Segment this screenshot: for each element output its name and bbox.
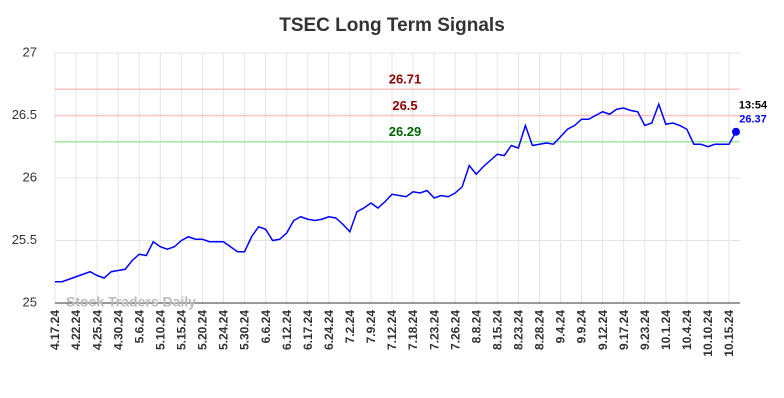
x-tick-label: 6.12.24 bbox=[280, 310, 294, 350]
x-tick-label: 9.4.24 bbox=[554, 310, 568, 344]
x-tick-label: 5.20.24 bbox=[196, 310, 210, 350]
x-tick-label: 8.23.24 bbox=[512, 310, 526, 350]
x-tick-label: 9.17.24 bbox=[617, 310, 631, 350]
x-tick-label: 8.28.24 bbox=[533, 310, 547, 350]
last-time: 13:54 bbox=[739, 100, 768, 112]
x-tick-label: 8.8.24 bbox=[469, 310, 483, 344]
x-tick-label: 5.30.24 bbox=[238, 310, 252, 350]
signal-label: 26.5 bbox=[392, 98, 417, 113]
x-tick-label: 10.1.24 bbox=[659, 310, 673, 350]
watermark: Stock Traders Daily bbox=[66, 294, 196, 310]
x-tick-label: 6.24.24 bbox=[322, 310, 336, 350]
last-value: 26.37 bbox=[739, 114, 767, 126]
x-tick-label: 10.10.24 bbox=[701, 310, 715, 357]
x-tick-label: 10.4.24 bbox=[680, 310, 694, 350]
x-tick-label: 7.26.24 bbox=[448, 310, 462, 350]
x-tick-label: 4.30.24 bbox=[111, 310, 125, 350]
x-tick-label: 8.15.24 bbox=[490, 310, 504, 350]
x-tick-label: 9.12.24 bbox=[596, 310, 610, 350]
x-tick-label: 5.24.24 bbox=[217, 310, 231, 350]
x-tick-label: 5.10.24 bbox=[153, 310, 167, 350]
x-tick-label: 4.22.24 bbox=[69, 310, 83, 350]
y-tick-label: 27 bbox=[23, 44, 37, 59]
y-tick-label: 25.5 bbox=[12, 232, 37, 247]
y-tick-label: 26 bbox=[23, 169, 37, 184]
chart-title: TSEC Long Term Signals bbox=[279, 15, 505, 36]
x-tick-label: 10.15.24 bbox=[722, 310, 736, 357]
x-tick-label: 9.9.24 bbox=[575, 310, 589, 344]
x-tick-label: 4.17.24 bbox=[48, 310, 62, 350]
last-point bbox=[732, 127, 740, 136]
x-tick-label: 5.6.24 bbox=[132, 310, 146, 344]
signal-label: 26.29 bbox=[389, 124, 422, 139]
x-tick-label: 6.6.24 bbox=[259, 310, 273, 344]
x-tick-label: 7.23.24 bbox=[427, 310, 441, 350]
x-tick-label: 7.18.24 bbox=[406, 310, 420, 350]
x-tick-label: 7.12.24 bbox=[385, 310, 399, 350]
x-tick-label: 4.25.24 bbox=[90, 310, 104, 350]
x-tick-label: 6.17.24 bbox=[301, 310, 315, 350]
y-tick-label: 26.5 bbox=[12, 107, 37, 122]
x-tick-label: 7.2.24 bbox=[343, 310, 357, 344]
price-line bbox=[55, 102, 737, 283]
x-tick-label: 5.15.24 bbox=[175, 310, 189, 350]
signal-label: 26.71 bbox=[389, 72, 422, 87]
x-tick-label: 7.9.24 bbox=[364, 310, 378, 344]
y-tick-label: 25 bbox=[23, 294, 37, 309]
x-tick-label: 9.23.24 bbox=[638, 310, 652, 350]
